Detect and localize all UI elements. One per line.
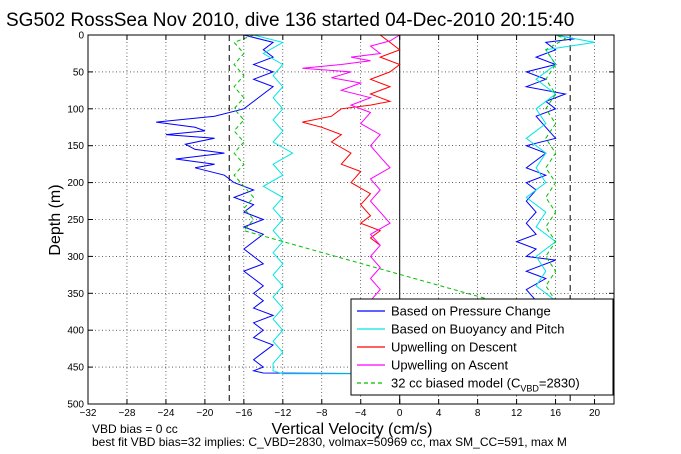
x-tick-label: −4: [355, 408, 367, 419]
footer-line-2: best fit VBD bias=32 implies: C_VBD=2830…: [92, 435, 567, 449]
chart-title: SG502 RossSea Nov 2010, dive 136 started…: [6, 10, 574, 31]
y-tick-label: 0: [78, 31, 84, 42]
y-tick-label: 350: [67, 289, 84, 300]
footer-line-1: VBD bias = 0 cc: [92, 422, 178, 436]
legend-entry: Upwelling on Ascent: [391, 358, 508, 373]
x-tick-label: −12: [274, 408, 291, 419]
y-tick-label: 50: [73, 67, 85, 78]
legend-suffix: =2830): [539, 376, 580, 391]
legend-entry: Based on Buoyancy and Pitch: [391, 322, 564, 337]
legend-subscript: VBD: [520, 384, 539, 394]
series-line: [253, 35, 595, 375]
x-axis-label: Vertical Velocity (cm/s): [272, 421, 433, 438]
x-tick-label: 12: [511, 408, 523, 419]
x-tick-label: −24: [157, 408, 174, 419]
x-tick-label: 4: [436, 408, 442, 419]
x-tick-label: 0: [397, 408, 403, 419]
legend-entry: Based on Pressure Change: [391, 304, 551, 319]
legend-box: [350, 298, 614, 396]
x-tick-label: −32: [80, 408, 97, 419]
x-tick-label: 8: [475, 408, 481, 419]
series-line: [156, 35, 576, 375]
y-tick-label: 200: [67, 178, 84, 189]
x-tick-label: −8: [316, 408, 328, 419]
x-tick-label: −20: [196, 408, 213, 419]
legend-entry: Upwelling on Descent: [391, 340, 517, 355]
y-tick-label: 150: [67, 141, 84, 152]
x-tick-label: −16: [235, 408, 252, 419]
series-line: [302, 35, 401, 246]
x-tick-label: 20: [589, 408, 601, 419]
y-tick-label: 400: [67, 326, 84, 337]
legend: Based on Pressure Change Based on Buoyanc…: [350, 298, 614, 396]
y-tick-label: 100: [67, 104, 84, 115]
y-tick-label: 450: [67, 363, 84, 374]
x-tick-label: 16: [550, 408, 562, 419]
y-tick-label: 250: [67, 215, 84, 226]
x-tick-label: −28: [118, 408, 135, 419]
series-line: [302, 35, 400, 302]
y-tick-label: 300: [67, 252, 84, 263]
y-axis-label: Depth (m): [47, 184, 64, 255]
y-tick-label: 500: [67, 400, 84, 411]
series-group: [156, 35, 595, 375]
